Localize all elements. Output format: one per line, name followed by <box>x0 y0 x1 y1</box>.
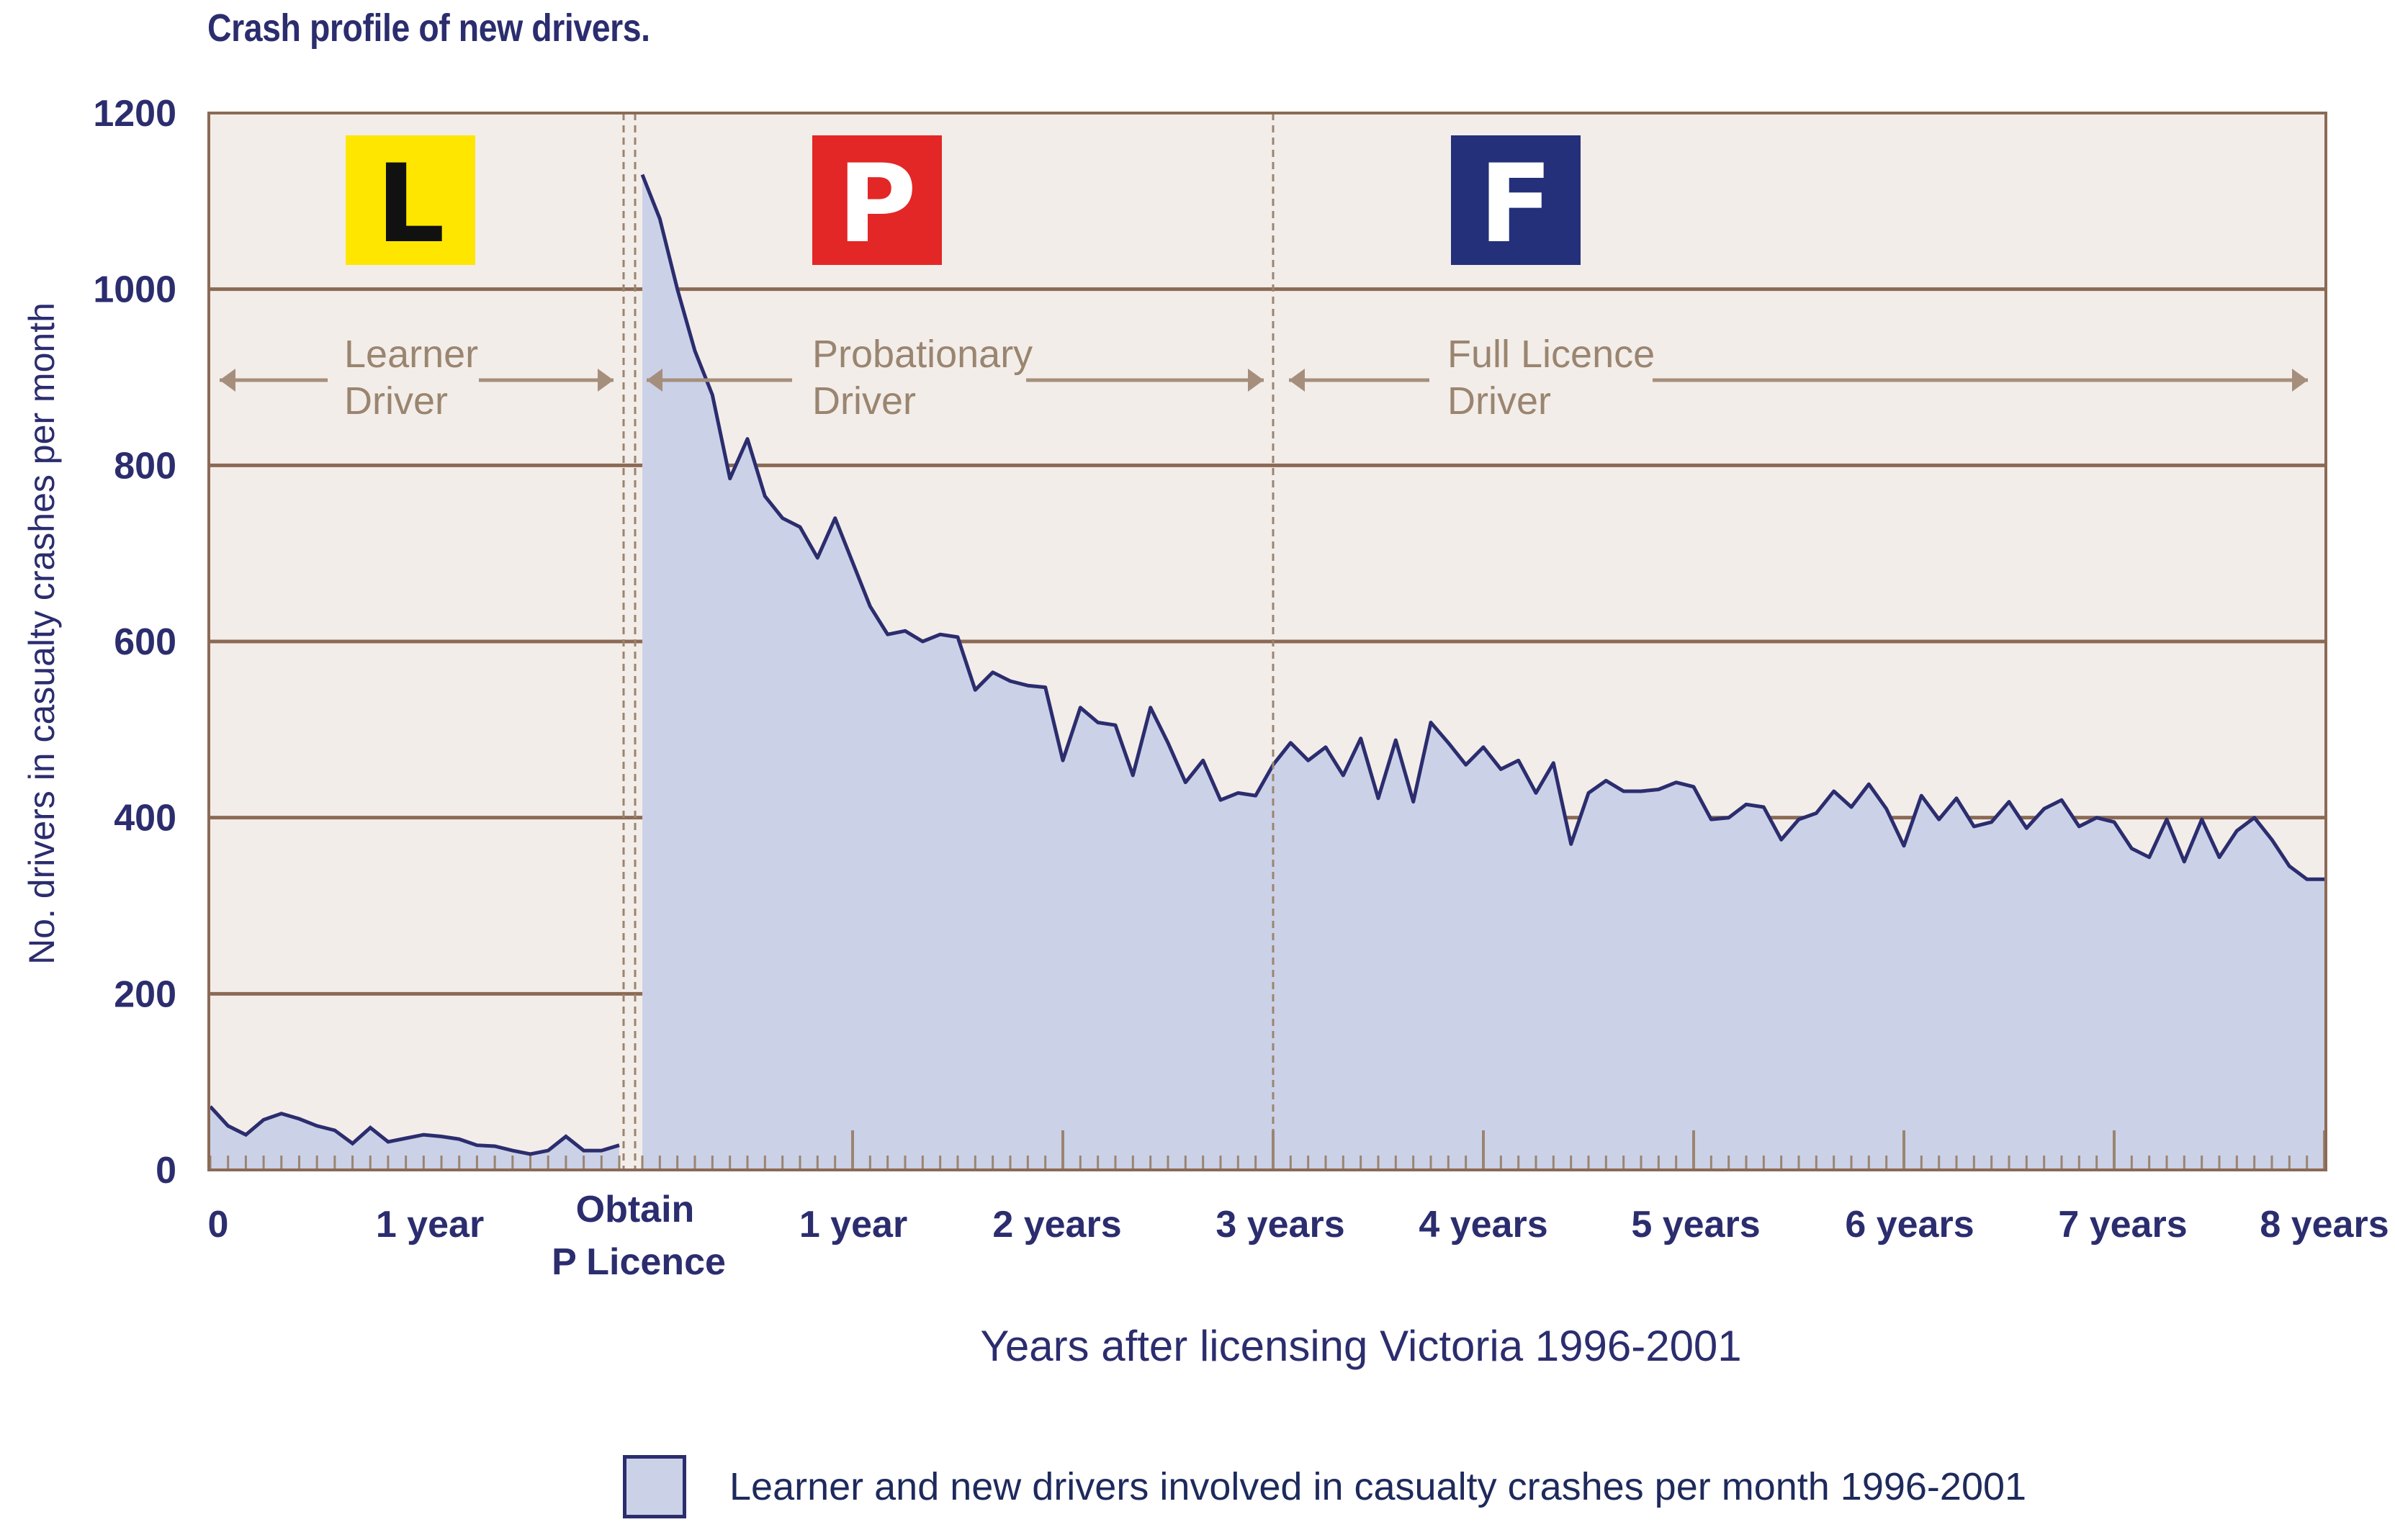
legend: Learner and new drivers involved in casu… <box>623 1454 2026 1519</box>
badge-f <box>1451 135 1581 265</box>
y-tick-label: 800 <box>114 445 176 487</box>
series-area <box>210 174 2324 1171</box>
arrow-right-icon <box>598 369 614 392</box>
chart-title: Crash profile of new drivers. <box>207 6 650 50</box>
phase-divider-lines <box>622 113 1275 1170</box>
arrow-left-icon <box>220 369 235 392</box>
arrow-left-icon <box>1289 369 1305 392</box>
x-tick-label: 7 years <box>2058 1204 2187 1246</box>
series-line-learner <box>209 1105 620 1156</box>
x-tick-label: 4 years <box>1419 1204 1547 1246</box>
badge-letter: L <box>376 142 445 267</box>
plot-frame <box>207 112 2327 1171</box>
phase-label-line2: Driver <box>812 379 916 423</box>
x-tick-label: 2 years <box>992 1204 1121 1246</box>
y-tick-label: 1000 <box>93 269 176 311</box>
x-tick-label-obtain: Obtain <box>576 1189 695 1230</box>
x-tick-label: 1 year <box>799 1204 907 1246</box>
arrow-right-icon <box>2292 369 2308 392</box>
phase-label-line1: Full Licence <box>1447 333 1655 376</box>
y-tick-label: 0 <box>156 1150 176 1192</box>
series-line-licensed <box>640 174 2324 881</box>
y-axis-ticks: 0 200 400 600 800 1000 1200 <box>93 93 176 1192</box>
phase-label-line2: Driver <box>344 379 448 423</box>
phase-label-line1: Probationary <box>812 333 1033 376</box>
y-tick-label: 400 <box>114 798 176 839</box>
y-tick-label: 1200 <box>93 93 176 135</box>
badge-letter: P <box>837 142 917 267</box>
phase-label-line1: Learner <box>344 333 478 376</box>
x-tick-label: 3 years <box>1216 1204 1344 1246</box>
y-tick-label: 200 <box>114 973 176 1015</box>
x-tick-label: 8 years <box>2260 1204 2389 1246</box>
legend-label: Learner and new drivers involved in casu… <box>729 1465 2027 1508</box>
x-tick-label: 6 years <box>1845 1204 1974 1246</box>
x-axis-ticks: 0 1 year Obtain P Licence 1 year 2 years 3 yea… <box>208 1189 2389 1283</box>
y-axis-label: No. drivers in casualty crashes per mont… <box>22 302 62 965</box>
x-tick-label-plicence: P Licence <box>552 1241 726 1283</box>
arrow-right-icon <box>1248 369 1264 392</box>
arrow-left-icon <box>647 369 662 392</box>
x-tick-label: 0 <box>208 1204 229 1246</box>
badge-p <box>812 135 942 265</box>
x-tick-label: 1 year <box>376 1204 484 1246</box>
x-axis-label: Years after licensing Victoria 1996-2001 <box>980 1322 1742 1370</box>
badge-l <box>346 135 475 265</box>
x-tick-label: 5 years <box>1631 1204 1760 1246</box>
badge-letter: F <box>1479 142 1553 267</box>
y-tick-label: 600 <box>114 621 176 663</box>
phase-label-line2: Driver <box>1447 379 1551 423</box>
legend-swatch <box>623 1455 686 1518</box>
